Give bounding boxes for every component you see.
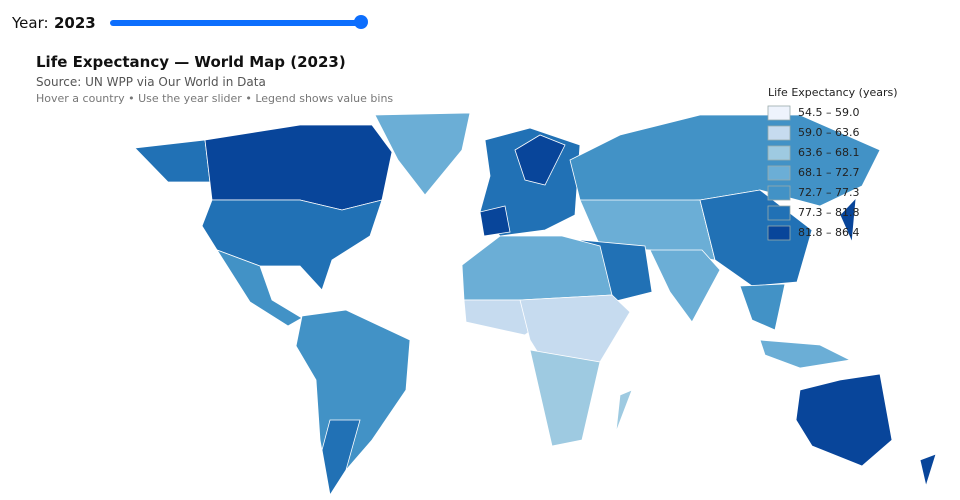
iberia[interactable] (479, 205, 511, 237)
india[interactable] (649, 249, 721, 323)
legend-label: 81.8 – 86.4 (798, 226, 859, 239)
legend-swatch (767, 185, 791, 201)
legend-swatch (767, 105, 791, 121)
south-america[interactable] (295, 309, 411, 497)
legend-swatch (767, 145, 791, 161)
madagascar[interactable] (615, 389, 633, 433)
legend-swatch (767, 205, 791, 221)
legend-title: Life Expectancy (years) (768, 86, 898, 99)
southern-africa[interactable] (529, 349, 601, 447)
canada[interactable] (204, 124, 393, 211)
legend-swatch (767, 125, 791, 141)
legend-swatch (767, 165, 791, 181)
legend-label: 54.5 – 59.0 (798, 106, 859, 119)
legend-label: 68.1 – 72.7 (798, 166, 859, 179)
argentina[interactable] (321, 419, 361, 497)
title: Life Expectancy — World Map (2023) (36, 53, 346, 71)
alaska[interactable] (134, 139, 211, 183)
countries (134, 112, 937, 497)
indonesia[interactable] (759, 339, 852, 369)
usa[interactable] (201, 199, 383, 291)
year-label: Year: (12, 14, 49, 32)
slider-thumb[interactable] (354, 15, 368, 29)
year-slider[interactable] (110, 20, 362, 26)
legend-swatch (767, 225, 791, 241)
japan[interactable] (839, 196, 857, 244)
legend-label: 59.0 – 63.6 (798, 126, 859, 139)
new-zealand[interactable] (919, 453, 937, 488)
australia[interactable] (795, 373, 893, 467)
scandinavia[interactable] (514, 134, 566, 186)
southeast-asia[interactable] (739, 283, 786, 331)
legend-label: 72.7 – 77.3 (798, 186, 859, 199)
north-africa[interactable] (461, 235, 613, 301)
legend: Life Expectancy (years) 54.5 – 59.0 59.0 … (767, 86, 898, 241)
source: Source: UN WPP via Our World in Data (36, 75, 266, 89)
hint: Hover a country • Use the year slider • … (36, 92, 394, 105)
year-value: 2023 (54, 14, 96, 32)
legend-label: 77.3 – 81.8 (798, 206, 859, 219)
legend-label: 63.6 – 68.1 (798, 146, 859, 159)
greenland[interactable] (374, 112, 471, 196)
